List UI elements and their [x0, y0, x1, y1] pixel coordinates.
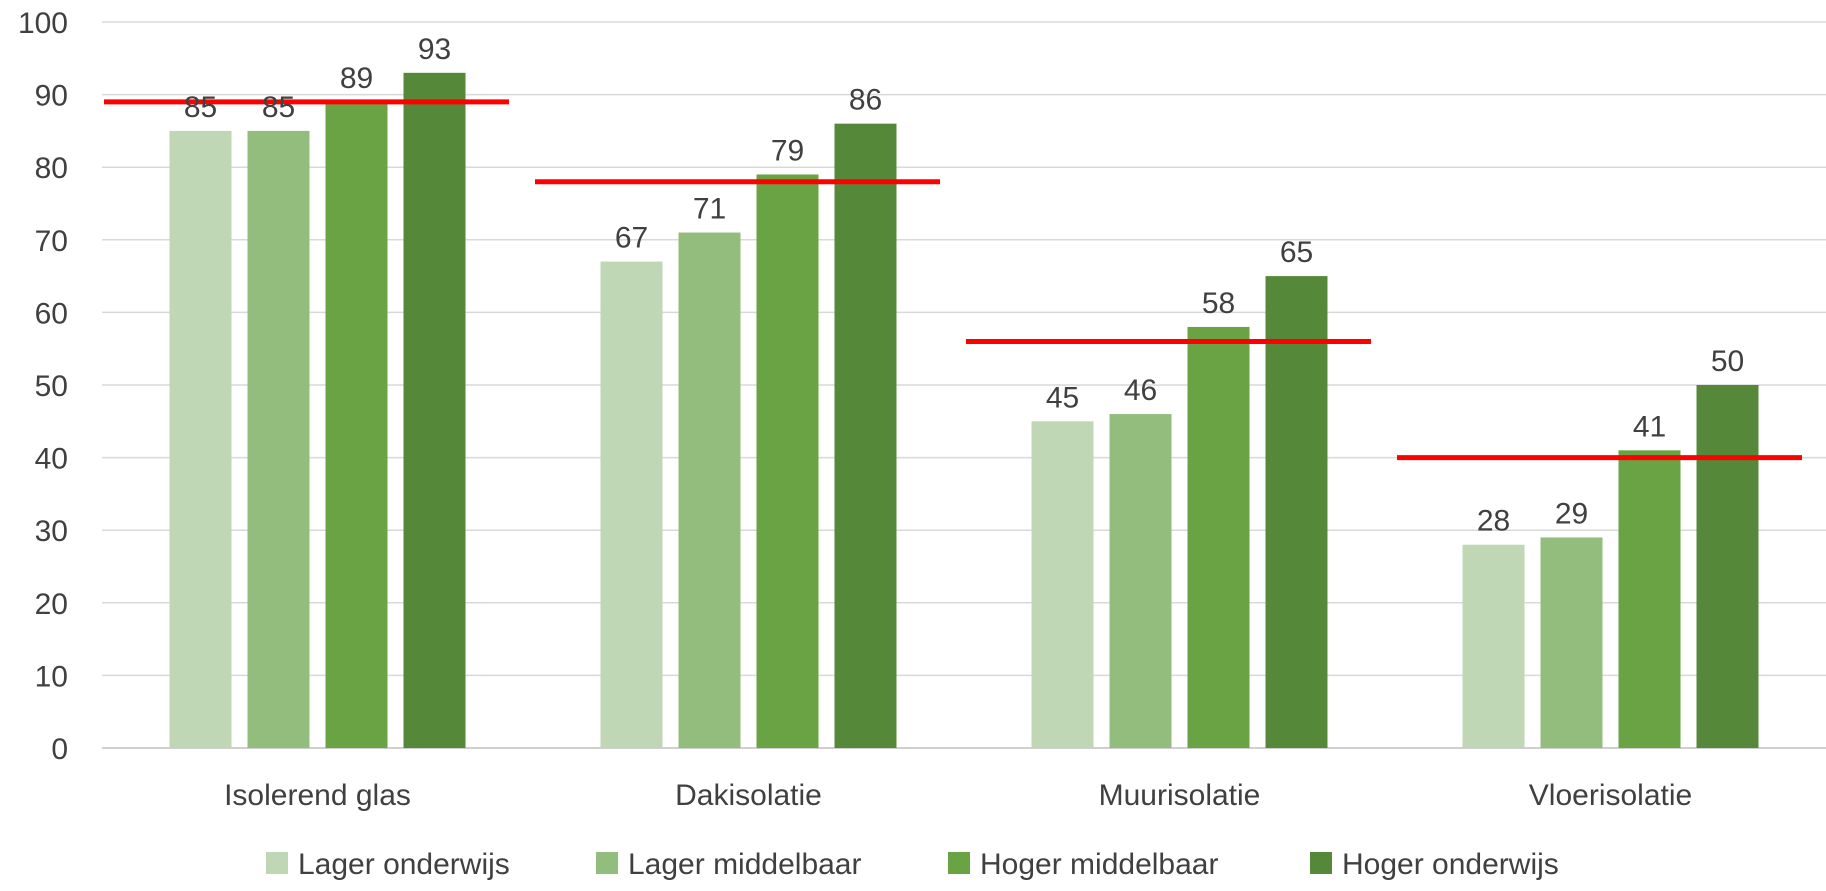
data-label: 28	[1477, 505, 1510, 538]
legend: Lager onderwijs Lager middelbaar Hoger mid…	[266, 848, 1559, 881]
bar	[247, 130, 310, 748]
data-label: 41	[1633, 410, 1666, 443]
y-tick-label: 100	[18, 7, 68, 40]
x-axis: Isolerend glas Dakisolatie Muurisolatie Vlo…	[224, 779, 1692, 812]
y-tick-label: 10	[35, 660, 68, 693]
legend-label: Lager middelbaar	[628, 848, 861, 881]
data-label: 65	[1280, 236, 1313, 269]
y-tick-label: 50	[35, 370, 68, 403]
data-label: 45	[1046, 381, 1079, 414]
y-tick-label: 0	[51, 733, 68, 766]
legend-swatch	[596, 852, 618, 874]
data-label: 79	[771, 134, 804, 167]
bar	[1540, 537, 1603, 748]
legend-swatch	[1310, 852, 1332, 874]
bar	[1109, 414, 1172, 748]
legend-swatch	[948, 852, 970, 874]
data-label: 85	[262, 91, 295, 124]
x-category-label: Isolerend glas	[224, 779, 411, 812]
y-tick-label: 40	[35, 443, 68, 476]
y-tick-label: 90	[35, 80, 68, 113]
reference-lines	[104, 99, 1802, 461]
bars	[169, 72, 1759, 749]
y-tick-label: 60	[35, 297, 68, 330]
legend-label: Hoger middelbaar	[980, 848, 1218, 881]
bar	[1265, 276, 1328, 748]
data-label: 86	[849, 84, 882, 117]
x-category-label: Dakisolatie	[675, 779, 822, 812]
data-label: 58	[1202, 287, 1235, 320]
data-labels: 85 85 89 93 67 71 79 86 45 46 58 65 28 29 41 50	[184, 33, 1744, 538]
y-tick-label: 30	[35, 515, 68, 548]
bar	[600, 261, 663, 748]
data-label: 67	[615, 222, 648, 255]
y-axis: 0 10 20 30 40 50 60 70 80 90 100	[18, 7, 68, 766]
bar	[325, 101, 388, 749]
data-label: 93	[418, 33, 451, 66]
data-label: 46	[1124, 374, 1157, 407]
legend-swatch	[266, 852, 288, 874]
y-tick-label: 80	[35, 152, 68, 185]
data-label: 29	[1555, 497, 1588, 530]
bar	[1187, 326, 1250, 748]
bar	[1618, 450, 1681, 748]
bar	[169, 130, 232, 748]
y-tick-label: 20	[35, 588, 68, 621]
data-label: 85	[184, 91, 217, 124]
bar	[678, 232, 741, 749]
data-label: 89	[340, 62, 373, 95]
data-label: 50	[1711, 345, 1744, 378]
bar	[1696, 385, 1759, 748]
x-category-label: Muurisolatie	[1099, 779, 1261, 812]
bar	[1462, 544, 1525, 748]
bar	[756, 174, 819, 748]
bar	[834, 123, 897, 748]
bar	[403, 72, 466, 748]
y-tick-label: 70	[35, 225, 68, 258]
bar	[1031, 421, 1094, 748]
legend-label: Lager onderwijs	[298, 848, 510, 881]
legend-label: Hoger onderwijs	[1342, 848, 1559, 881]
gridlines	[102, 21, 1826, 749]
data-label: 71	[693, 193, 726, 226]
x-category-label: Vloerisolatie	[1529, 779, 1692, 812]
